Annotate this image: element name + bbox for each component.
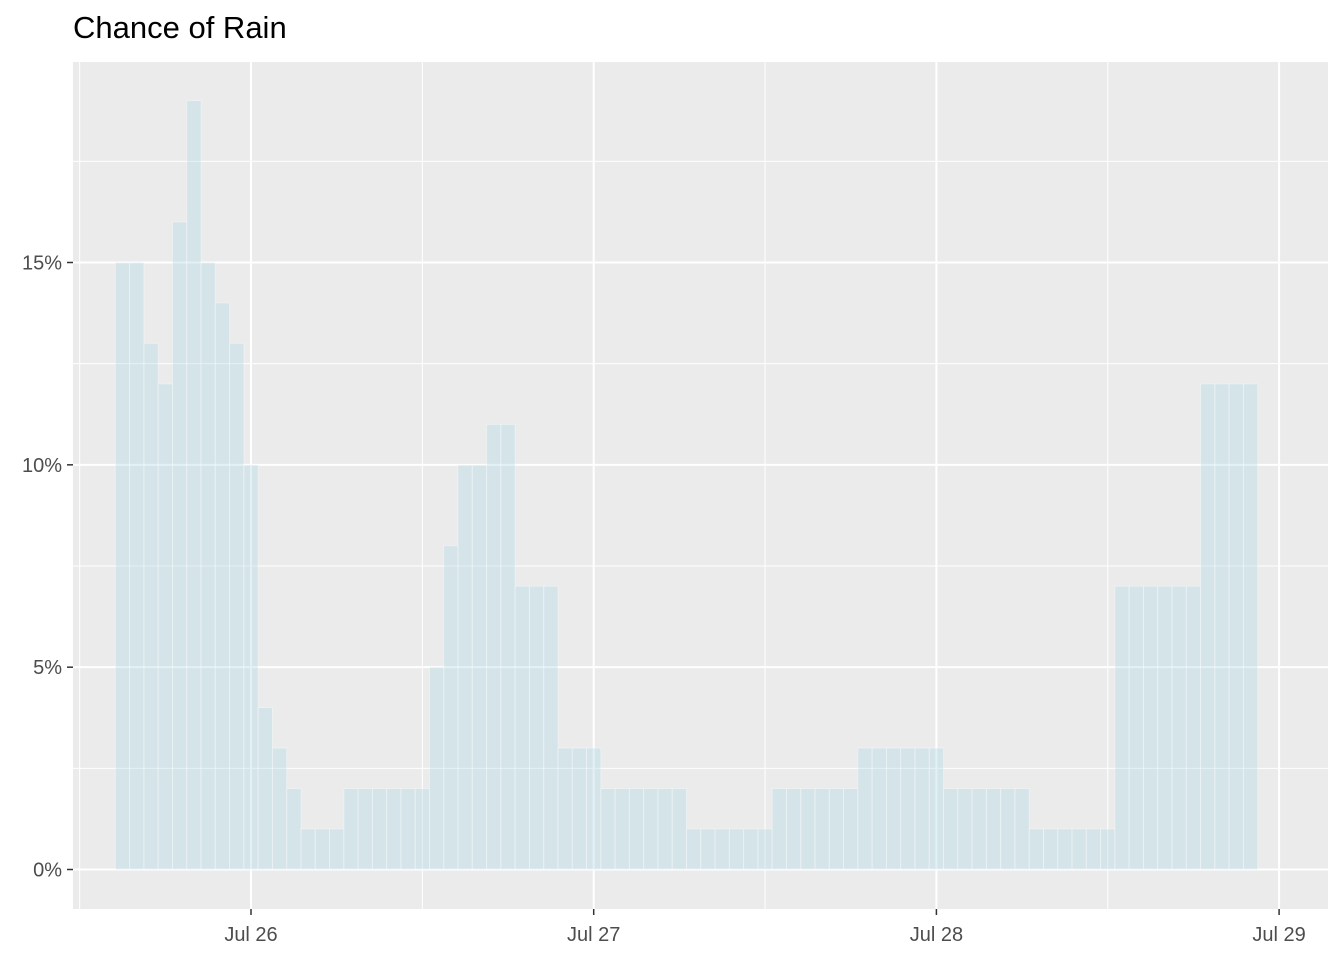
bar	[1028, 828, 1044, 870]
bar	[200, 262, 216, 870]
y-tick-label: 15%	[22, 253, 62, 275]
y-tick-label: 0%	[33, 860, 62, 882]
bar	[1214, 383, 1230, 870]
axes: 0% 5% 10% 15% Jul 26 Jul 27 Jul 28 Jul 29	[22, 253, 1306, 947]
bar	[1000, 788, 1016, 870]
bar	[329, 828, 345, 870]
bar	[1057, 828, 1073, 870]
bar	[514, 585, 530, 870]
bar	[457, 464, 473, 870]
bar	[400, 788, 416, 870]
bar	[114, 262, 131, 870]
bar	[1014, 788, 1030, 870]
bar	[914, 747, 930, 870]
bar	[1200, 383, 1216, 870]
bar	[214, 302, 231, 870]
bar	[143, 342, 159, 870]
bar	[757, 828, 773, 870]
bar	[500, 423, 516, 870]
bar	[243, 464, 259, 870]
chart-title: Chance of Rain	[73, 10, 287, 45]
bar	[971, 788, 987, 870]
bar	[386, 788, 402, 870]
bar	[943, 788, 959, 870]
bar	[157, 383, 173, 870]
bar	[1185, 585, 1202, 870]
bar	[1171, 585, 1187, 870]
bar	[814, 788, 830, 870]
bar	[857, 747, 873, 870]
bar	[985, 788, 1002, 870]
bar	[129, 262, 145, 870]
bar	[1071, 828, 1087, 870]
bar	[271, 747, 288, 870]
y-tick-label: 10%	[22, 455, 62, 477]
bar	[1142, 585, 1159, 870]
bar	[186, 100, 202, 870]
bar	[785, 788, 802, 870]
bar	[428, 666, 445, 871]
bar	[1228, 383, 1244, 870]
x-tick-label: Jul 29	[1252, 924, 1305, 946]
bar	[171, 221, 188, 871]
bar	[871, 747, 887, 870]
bar	[371, 788, 388, 870]
x-tick-label: Jul 26	[224, 924, 277, 946]
bar	[657, 788, 673, 870]
bar	[643, 788, 659, 870]
bar	[343, 788, 359, 870]
bar	[686, 828, 702, 870]
bar	[1128, 585, 1144, 870]
bar	[957, 788, 973, 870]
bar	[314, 828, 331, 870]
bar	[528, 585, 545, 870]
bar	[628, 788, 645, 870]
bar	[614, 788, 630, 870]
bar	[1100, 828, 1116, 870]
x-tick-label: Jul 27	[567, 924, 620, 946]
bar	[743, 828, 759, 870]
bar	[1042, 828, 1059, 870]
bar	[300, 828, 316, 870]
bar	[900, 747, 916, 870]
bar	[471, 464, 488, 870]
bar	[828, 788, 845, 870]
bar	[357, 788, 373, 870]
bar	[414, 788, 430, 870]
bar	[728, 828, 745, 870]
bar	[543, 585, 559, 870]
bar	[586, 747, 602, 870]
bar	[843, 788, 859, 870]
bar	[800, 788, 816, 870]
bar	[557, 747, 573, 870]
bar	[1114, 585, 1130, 870]
gridlines	[73, 62, 1328, 909]
bar	[671, 788, 688, 870]
bar	[443, 545, 459, 870]
bar	[714, 828, 730, 870]
bar	[885, 747, 902, 870]
bar	[1085, 828, 1102, 870]
bar	[257, 707, 273, 871]
bar	[700, 828, 716, 870]
bar	[286, 788, 302, 870]
bar	[600, 788, 616, 870]
bar	[771, 788, 787, 870]
bar	[571, 747, 588, 870]
bar	[486, 423, 502, 870]
bar	[1242, 383, 1259, 870]
bar	[1157, 585, 1173, 870]
bar	[928, 747, 945, 870]
x-tick-label: Jul 28	[910, 924, 963, 946]
y-tick-label: 5%	[33, 657, 62, 679]
bar	[229, 342, 245, 870]
bars	[114, 100, 1259, 871]
